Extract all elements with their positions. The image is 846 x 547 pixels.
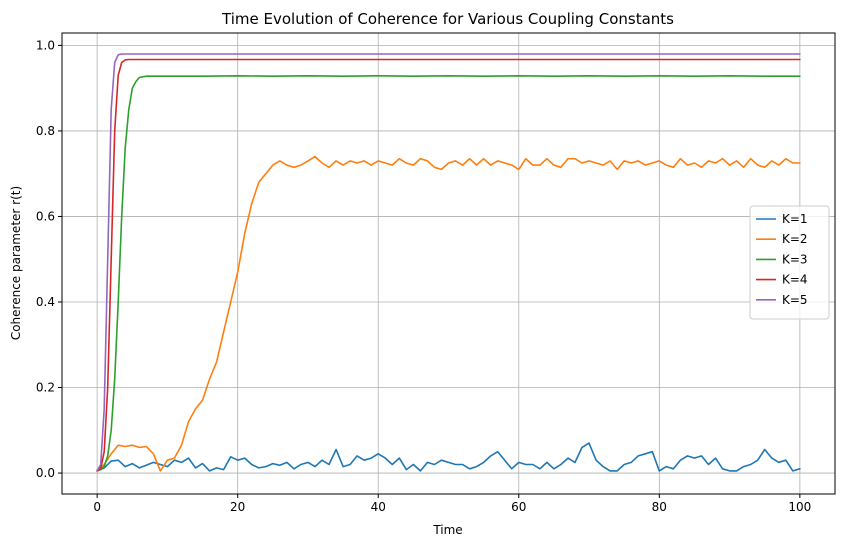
chart-title: Time Evolution of Coherence for Various … bbox=[221, 10, 674, 28]
y-tick-label: 0.4 bbox=[36, 295, 55, 309]
y-tick-label: 1.0 bbox=[36, 38, 55, 52]
x-tick-label: 60 bbox=[511, 500, 526, 514]
y-tick-label: 0.6 bbox=[36, 209, 55, 223]
legend-label: K=2 bbox=[782, 232, 808, 246]
y-tick-label: 0.8 bbox=[36, 124, 55, 138]
y-axis-title: Coherence parameter r(t) bbox=[9, 186, 23, 340]
series-line-2 bbox=[96, 155, 801, 472]
legend: K=1 K=2 K=3 K=4 K=5 bbox=[749, 205, 830, 320]
y-axis-ticks: 0.0 0.2 0.4 0.6 0.8 1.0 bbox=[36, 38, 62, 480]
y-tick-label: 0.2 bbox=[36, 381, 55, 395]
x-axis-ticks: 0 20 40 60 80 100 bbox=[93, 494, 811, 514]
legend-label: K=5 bbox=[782, 293, 808, 307]
series-line-5 bbox=[96, 53, 801, 472]
x-tick-label: 0 bbox=[93, 500, 101, 514]
plot-frame bbox=[61, 32, 836, 495]
y-tick-label: 0.0 bbox=[36, 466, 55, 480]
grid bbox=[62, 33, 835, 494]
legend-box bbox=[749, 205, 830, 320]
series-line-4 bbox=[96, 58, 801, 472]
x-tick-label: 80 bbox=[652, 500, 667, 514]
legend-label: K=1 bbox=[782, 212, 808, 226]
x-tick-label: 20 bbox=[230, 500, 245, 514]
x-tick-label: 100 bbox=[788, 500, 811, 514]
series-line-3 bbox=[96, 75, 801, 472]
legend-label: K=3 bbox=[782, 252, 808, 266]
series-lines bbox=[96, 53, 801, 472]
x-tick-label: 40 bbox=[371, 500, 386, 514]
legend-label: K=4 bbox=[782, 273, 808, 287]
series-line-1 bbox=[96, 442, 801, 472]
x-axis-title: Time bbox=[432, 523, 462, 537]
